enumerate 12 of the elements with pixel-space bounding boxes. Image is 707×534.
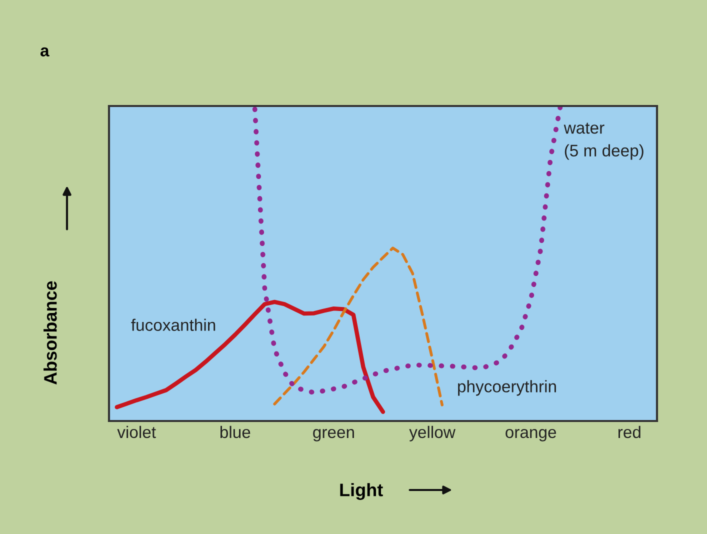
x-tick-label: green: [313, 428, 354, 442]
text: a: [40, 47, 50, 56]
x-tick-label: violet: [117, 426, 156, 438]
y-axis-title: Absorbance: [44, 281, 57, 385]
series-label: fucoxanthin: [131, 318, 216, 331]
x-axis-title: Light: [340, 483, 383, 500]
x-tick-label: yellow: [409, 426, 456, 442]
x-tick-label: red: [618, 426, 640, 438]
series-label: water (5 m deep): [564, 122, 644, 160]
series-label: phycoerythrin: [458, 380, 556, 396]
x-tick-label: orange: [506, 428, 556, 442]
x-tick-label: blue: [220, 426, 250, 438]
